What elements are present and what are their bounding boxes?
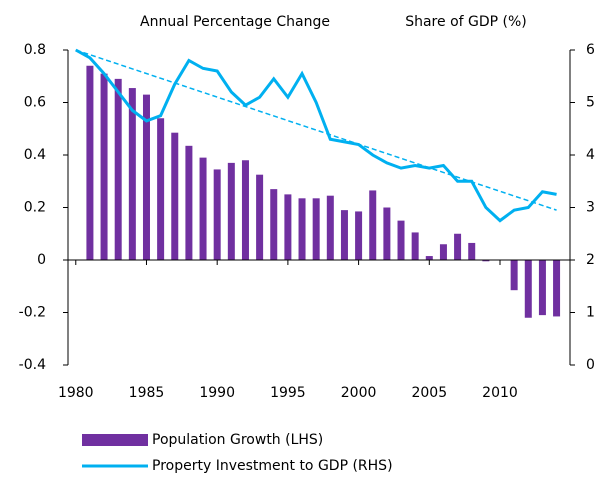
bar xyxy=(326,195,334,260)
bar xyxy=(142,94,150,260)
bar xyxy=(114,78,122,260)
bar xyxy=(439,244,447,260)
bar xyxy=(454,233,462,260)
y2-tick-label: 6 xyxy=(586,42,595,58)
bar xyxy=(468,242,476,260)
bar xyxy=(553,260,561,317)
bar xyxy=(340,210,348,260)
bar xyxy=(538,260,546,316)
x-tick-label: 2010 xyxy=(482,385,518,401)
bar xyxy=(425,256,433,260)
bar xyxy=(86,65,94,260)
y2-tick-label: 5 xyxy=(586,95,595,111)
bar xyxy=(100,73,108,260)
bar xyxy=(171,132,179,260)
bar xyxy=(298,198,306,260)
bar xyxy=(411,232,419,260)
bar xyxy=(383,207,391,260)
bar xyxy=(256,174,264,260)
legend-label: Property Investment to GDP (RHS) xyxy=(152,458,393,474)
bar xyxy=(227,162,235,260)
bar xyxy=(312,198,320,260)
bar xyxy=(369,190,377,260)
y-tick-label: 0.8 xyxy=(24,42,46,58)
legend-label: Population Growth (LHS) xyxy=(152,432,323,448)
y2-tick-label: 3 xyxy=(586,200,595,216)
bar xyxy=(199,157,207,260)
bar xyxy=(355,211,363,260)
y-tick-label: 0 xyxy=(37,252,46,268)
bar xyxy=(185,145,193,260)
x-tick-label: 1995 xyxy=(270,385,306,401)
bar xyxy=(157,118,165,260)
y2-tick-label: 2 xyxy=(586,252,595,268)
x-tick-label: 1990 xyxy=(199,385,235,401)
trend-line xyxy=(75,49,557,211)
bar xyxy=(482,260,490,262)
y-tick-label: 0.6 xyxy=(24,95,46,111)
y2-tick-label: 1 xyxy=(586,305,595,321)
bar xyxy=(213,169,221,260)
x-tick-label: 2000 xyxy=(341,385,377,401)
bar xyxy=(397,220,405,260)
x-tick-label: 1985 xyxy=(129,385,165,401)
y2-tick-label: 0 xyxy=(586,357,595,373)
left-axis-title: Annual Percentage Change xyxy=(140,14,330,30)
y-tick-label: 0.4 xyxy=(24,147,46,163)
bar xyxy=(128,88,136,260)
bar xyxy=(524,260,532,318)
x-tick-label: 1980 xyxy=(58,385,94,401)
bar xyxy=(241,160,249,260)
x-tick-label: 2005 xyxy=(411,385,447,401)
y2-tick-label: 4 xyxy=(586,147,595,163)
bar xyxy=(270,189,278,260)
y-tick-label: -0.4 xyxy=(19,357,46,373)
y-tick-label: 0.2 xyxy=(24,200,46,216)
bar xyxy=(284,194,292,260)
right-axis-title: Share of GDP (%) xyxy=(405,14,527,30)
line xyxy=(75,48,557,223)
legend-swatch xyxy=(82,434,148,446)
y-tick-label: -0.2 xyxy=(19,305,46,321)
bar xyxy=(510,260,518,291)
